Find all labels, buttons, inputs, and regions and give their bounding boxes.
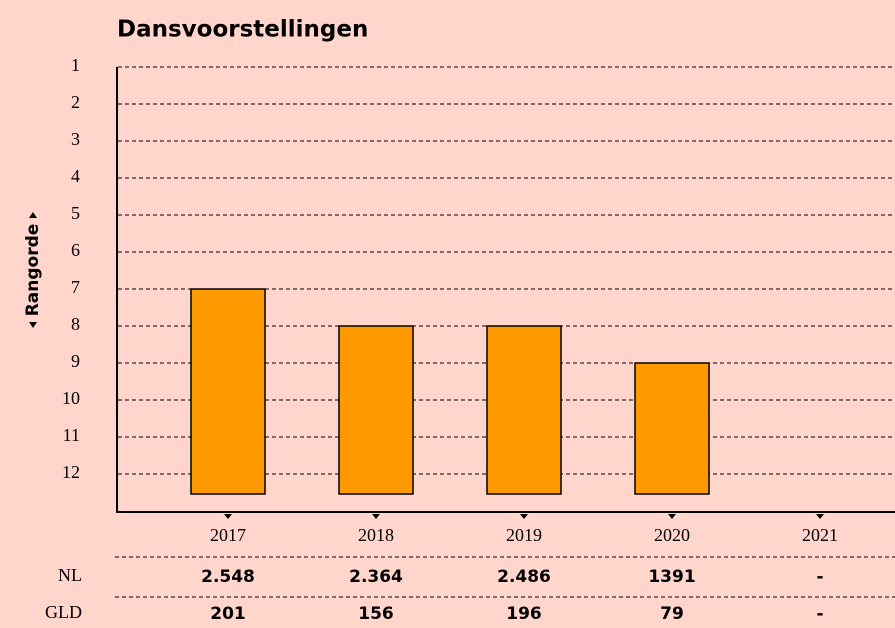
table-cell: 196: [506, 604, 542, 624]
chart-title: Dansvoorstellingen: [117, 17, 368, 43]
y-tick-label: 2: [71, 92, 80, 112]
table-row-label: GLD: [45, 602, 82, 622]
bar: [486, 325, 562, 495]
y-tick-label: 8: [71, 314, 80, 334]
bar: [338, 325, 414, 495]
table-cell: -: [816, 567, 823, 587]
x-tick-label: 2017: [210, 525, 246, 545]
y-tick-label: 4: [71, 166, 80, 186]
y-tick-label: 5: [71, 203, 80, 223]
x-tick-label: 2019: [506, 525, 542, 545]
y-axis-label: Rangorde: [23, 224, 43, 317]
y-tick-label: 9: [71, 351, 80, 371]
y-tick-label: 12: [62, 462, 80, 482]
y-tick-label: 10: [62, 388, 80, 408]
y-tick-label: 3: [71, 129, 80, 149]
x-tick: [520, 514, 528, 519]
table-row-label: NL: [58, 565, 82, 585]
x-tick: [372, 514, 380, 519]
bar: [634, 362, 710, 495]
x-tick: [668, 514, 676, 519]
table-cell: -: [816, 604, 823, 624]
arrow-up: [29, 212, 37, 218]
x-tick: [224, 514, 232, 519]
x-tick-label: 2018: [358, 525, 394, 545]
arrow-down: [29, 322, 37, 328]
x-tick: [816, 514, 824, 519]
x-tick-label: 2021: [802, 525, 838, 545]
bar: [190, 288, 266, 495]
y-tick-label: 7: [71, 277, 80, 297]
table-cell: 2.486: [497, 567, 551, 587]
y-tick-label: 11: [63, 425, 80, 445]
x-tick-label: 2020: [654, 525, 690, 545]
table-cell: 2.548: [201, 567, 255, 587]
table-cell: 79: [660, 604, 684, 624]
table-cell: 1391: [648, 567, 695, 587]
table-cell: 201: [210, 604, 246, 624]
table-cell: 2.364: [349, 567, 403, 587]
y-axis-label-group: Rangorde: [23, 212, 43, 328]
y-tick-label: 1: [71, 55, 80, 75]
y-tick-label: 6: [71, 240, 80, 260]
table-cell: 156: [358, 604, 394, 624]
